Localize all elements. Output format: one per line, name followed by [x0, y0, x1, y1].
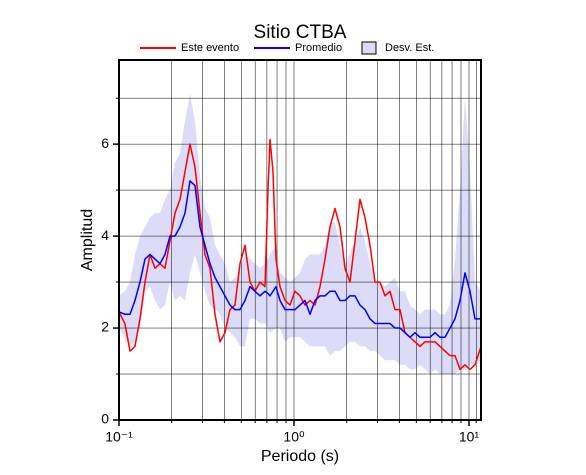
legend-label: Desv. Est. [385, 42, 434, 54]
series-line [118, 180, 481, 338]
x-tick-label: 10⁻¹ [105, 429, 133, 445]
y-axis-label: Amplitud [79, 209, 96, 271]
y-tick-label: 4 [101, 227, 109, 243]
x-axis-label: Periodo (s) [261, 448, 339, 465]
series-line [118, 138, 482, 371]
chart-title: Sitio CTBA [254, 22, 347, 43]
x-tick-label: 10⁰ [283, 429, 305, 445]
plot-frame [118, 59, 482, 421]
y-tick-label: 2 [101, 319, 109, 335]
legend-swatch [361, 41, 377, 55]
legend-label: Este evento [181, 42, 239, 54]
std-band [119, 93, 481, 375]
x-tick-label: 10¹ [459, 429, 480, 445]
y-tick-label: 0 [101, 411, 109, 427]
legend-label: Promedio [295, 42, 342, 54]
y-tick-label: 6 [101, 135, 109, 151]
